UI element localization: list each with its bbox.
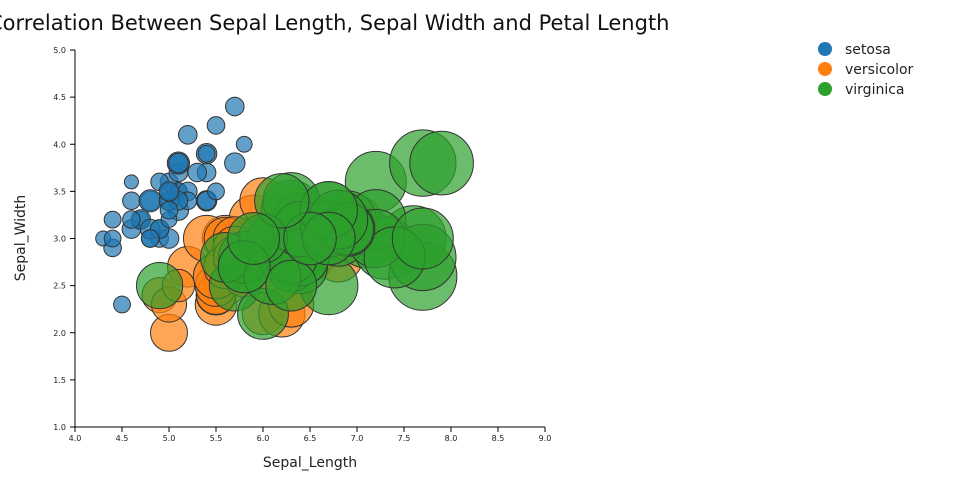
bubble-point-setosa — [187, 162, 207, 183]
bubble-point-setosa — [103, 229, 122, 248]
legend-marker-virginica — [818, 82, 832, 96]
bubble-point-setosa — [140, 229, 160, 248]
bubble-point-virginica — [265, 259, 318, 312]
x-axis-title: Sepal_Length — [263, 455, 357, 471]
y-axis-title: Sepal_Width — [13, 195, 29, 282]
x-tick-label: 8.5 — [492, 434, 505, 443]
y-tick-label: 2.5 — [53, 282, 66, 291]
x-tick-label: 8.0 — [445, 434, 458, 443]
x-tick-label: 5.0 — [163, 434, 176, 443]
legend-marker-setosa — [818, 42, 832, 56]
bubble-point-setosa — [178, 125, 198, 145]
bubble-point-virginica — [409, 130, 474, 196]
axes: 4.0 4.5 5.0 5.5 6.0 6.5 7.0 7.5 8.0 8.5 9.0 1.0 1.5 2… — [53, 46, 551, 443]
legend: setosa versicolor virginica — [818, 42, 914, 98]
x-tick-label: 4.0 — [69, 434, 82, 443]
bubble-point-setosa — [197, 144, 216, 163]
y-tick-label: 4.5 — [53, 93, 66, 102]
y-tick-label: 2.0 — [53, 329, 66, 338]
legend-label-virginica: virginica — [845, 82, 905, 98]
bubble-point-setosa — [138, 189, 162, 213]
bubble-point-setosa — [122, 210, 141, 229]
y-tick-label: 3.0 — [53, 235, 66, 244]
y-tick-label: 4.0 — [53, 140, 66, 149]
bubble-point-setosa — [123, 174, 139, 190]
bubble-point-setosa — [103, 210, 122, 229]
bubble-point-setosa — [122, 191, 141, 211]
chart-title: Correlation Between Sepal Length, Sepal … — [0, 11, 670, 35]
y-tick-label: 1.0 — [53, 423, 66, 432]
bubble-point-setosa — [113, 295, 131, 314]
bubble-point-virginica — [254, 173, 310, 229]
x-tick-label: 5.5 — [210, 434, 223, 443]
bubble-point-setosa — [225, 96, 245, 117]
x-tick-label: 7.5 — [398, 434, 411, 443]
bubble-point-setosa — [206, 116, 226, 135]
x-tick-label: 6.5 — [304, 434, 317, 443]
y-tick-label: 5.0 — [53, 46, 66, 55]
x-tick-label: 9.0 — [539, 434, 552, 443]
bubble-point-virginica — [283, 211, 337, 266]
y-tick-label: 1.5 — [53, 376, 66, 385]
legend-marker-versicolor — [818, 62, 832, 76]
bubble-point-virginica — [136, 262, 184, 310]
bubble-point-setosa — [235, 135, 253, 153]
bubble-point-virginica — [227, 212, 281, 265]
x-tick-label: 7.0 — [351, 434, 364, 443]
bubble-point-setosa — [168, 152, 189, 174]
bubble-point-setosa — [158, 181, 180, 202]
bubble-layer — [95, 96, 474, 352]
x-tick-label: 6.0 — [257, 434, 270, 443]
legend-label-setosa: setosa — [845, 42, 891, 58]
legend-label-versicolor: versicolor — [845, 62, 914, 78]
bubble-point-setosa — [224, 152, 246, 174]
bubble-point-setosa — [159, 200, 179, 220]
bubble-point-virginica — [391, 207, 454, 270]
x-tick-label: 4.5 — [116, 434, 129, 443]
bubble-point-setosa — [207, 182, 225, 201]
y-tick-label: 3.5 — [53, 187, 66, 196]
